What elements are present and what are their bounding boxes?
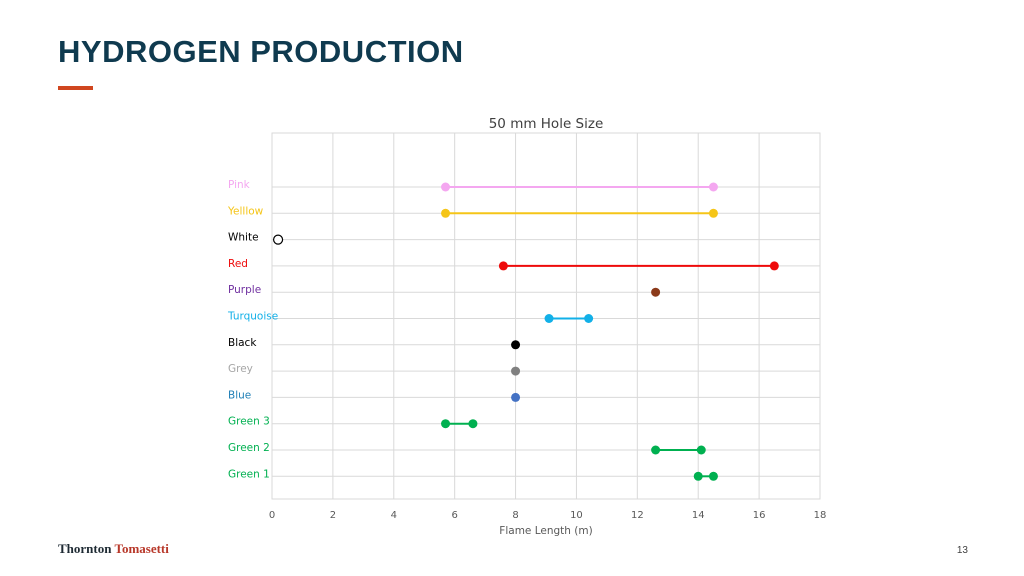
series-label-turquoise: Turquoise — [227, 311, 278, 323]
series-label-green-2: Green 2 — [228, 442, 270, 454]
data-point-turquoise-max — [584, 314, 594, 323]
data-point-pink-max — [708, 182, 718, 192]
data-point-black-point — [511, 340, 521, 350]
x-axis-ticks: 0 2 4 6 8 10 12 14 16 18 — [269, 510, 827, 521]
data-point-red-min — [498, 261, 508, 271]
data-point-white-point — [272, 234, 284, 245]
series-label-blue: Blue — [228, 389, 251, 401]
x-tick-label: 4 — [391, 510, 397, 521]
data-point-grey-point — [511, 366, 521, 376]
series-label-yelllow: Yelllow — [227, 205, 264, 217]
data-point-turquoise-min — [544, 314, 554, 323]
data-point-yelllow-max — [708, 208, 718, 218]
data-point-green-1-max — [708, 471, 718, 481]
x-tick-label: 6 — [451, 510, 457, 521]
company-logo: Thornton Tomasetti — [58, 541, 169, 557]
series-label-grey: Grey — [228, 363, 253, 375]
x-tick-label: 16 — [753, 510, 766, 521]
series-label-black: Black — [228, 337, 257, 349]
data-point-green-3-max — [468, 419, 478, 429]
slide-title: HYDROGEN PRODUCTION — [58, 34, 464, 69]
data-point-green-2-max — [696, 445, 706, 455]
x-tick-label: 0 — [269, 510, 275, 521]
series-label-red: Red — [228, 258, 248, 270]
series-label-purple: Purple — [228, 284, 261, 296]
x-tick-label: 14 — [692, 510, 705, 521]
series-label-green-3: Green 3 — [228, 416, 270, 428]
x-tick-label: 2 — [330, 510, 336, 521]
grid-lines — [271, 133, 821, 499]
series-group — [272, 182, 779, 481]
data-point-blue-point — [511, 392, 521, 402]
data-point-green-1-min — [693, 471, 703, 481]
page-number: 13 — [956, 545, 968, 556]
data-point-yelllow-min — [441, 208, 451, 218]
title-accent-bar — [58, 86, 93, 90]
logo-word-tomasetti: Tomasetti — [114, 541, 169, 556]
data-point-red-max — [769, 261, 779, 271]
series-labels: Pink Yelllow White Red Purple Turquoise Black G… — [227, 179, 278, 480]
x-tick-label: 12 — [631, 510, 644, 521]
x-tick-label: 18 — [814, 510, 827, 521]
series-label-pink: Pink — [228, 179, 251, 191]
x-tick-label: 10 — [570, 510, 583, 521]
x-tick-label: 8 — [512, 510, 518, 521]
data-point-pink-min — [441, 182, 451, 192]
x-axis-label: Flame Length (m) — [499, 525, 592, 537]
series-label-green-1: Green 1 — [228, 468, 270, 480]
data-point-green-2-min — [651, 445, 661, 455]
data-point-purple-point — [651, 287, 661, 297]
series-label-white: White — [228, 232, 259, 244]
logo-word-thornton: Thornton — [58, 541, 112, 556]
chart-title: 50 mm Hole Size — [489, 116, 604, 132]
data-point-green-3-min — [441, 419, 451, 429]
